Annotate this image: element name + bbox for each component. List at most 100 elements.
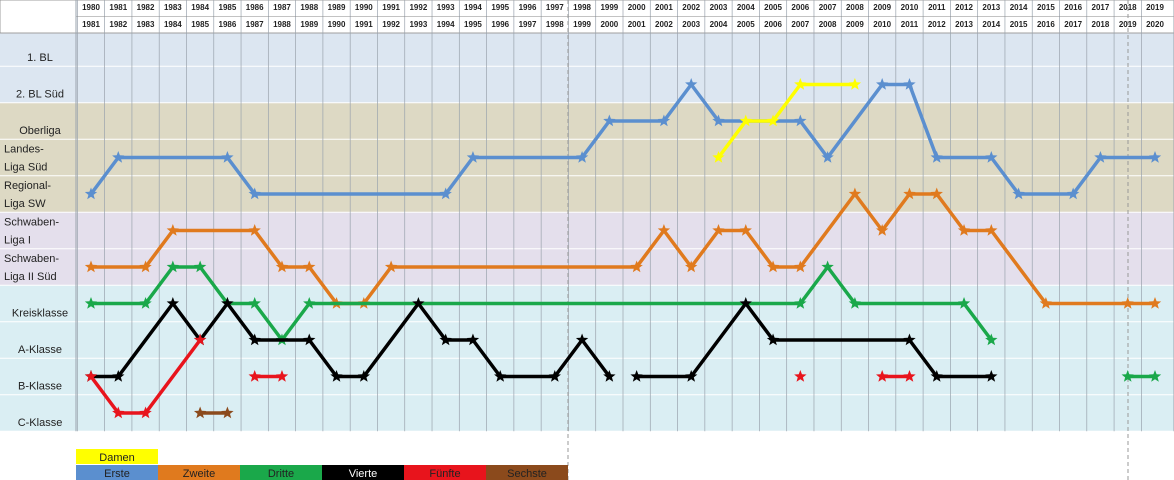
- series-marker: [876, 78, 889, 90]
- series-marker: [494, 370, 507, 382]
- series-marker: [985, 224, 998, 236]
- y-category-label: Liga I: [4, 234, 31, 246]
- y-category-label: Oberliga: [19, 125, 61, 137]
- x-tick-label: 2017: [1092, 3, 1110, 12]
- y-category-label: A-Klasse: [18, 344, 62, 356]
- series-marker: [84, 260, 98, 273]
- series-marker: [903, 333, 916, 346]
- series-marker: [193, 333, 207, 346]
- series-marker: [848, 187, 862, 200]
- series-marker: [193, 406, 207, 419]
- series-marker: [930, 370, 943, 382]
- series-marker: [630, 260, 643, 273]
- series-marker: [685, 370, 698, 382]
- series-marker: [794, 78, 807, 90]
- x-tick-label-end: 2018: [1092, 20, 1110, 29]
- series-marker: [794, 297, 807, 309]
- y-category-label: Liga II Süd: [4, 271, 57, 283]
- series-marker: [1121, 370, 1134, 382]
- x-tick-label: 2006: [791, 3, 809, 12]
- y-category-label: 2. BL Süd: [16, 88, 64, 100]
- series-marker: [112, 406, 125, 419]
- series-marker: [739, 297, 752, 309]
- x-tick-label-end: 2008: [819, 20, 837, 29]
- legend-label: Zweite: [183, 468, 215, 480]
- x-tick-label: 1981: [109, 3, 127, 12]
- series-marker: [248, 187, 261, 200]
- series-marker: [930, 151, 943, 163]
- series-marker: [821, 151, 834, 163]
- series-marker: [139, 297, 152, 309]
- series-marker: [248, 370, 261, 382]
- series-marker: [221, 406, 234, 419]
- series-marker: [412, 297, 425, 309]
- x-tick-label: 1999: [600, 3, 618, 12]
- series-marker: [603, 114, 616, 127]
- series-line: [89, 338, 202, 415]
- legend-swatch: [76, 465, 158, 480]
- x-tick-label-end: 1989: [300, 20, 318, 29]
- x-tick-label: 2005: [764, 3, 782, 12]
- x-tick-label-end: 2014: [982, 20, 1000, 29]
- x-tick-label: 2011: [928, 3, 946, 12]
- series-marker: [766, 114, 780, 127]
- legend-label: Sechste: [507, 468, 547, 480]
- legend-swatch: [486, 465, 568, 480]
- legend-label: Dritte: [268, 468, 294, 480]
- x-tick-label-end: 1992: [382, 20, 400, 29]
- x-tick-label-end: 1985: [191, 20, 209, 29]
- y-category-label: Regional-: [4, 180, 51, 192]
- series-marker: [630, 370, 643, 382]
- x-tick-label: 1980: [82, 3, 100, 12]
- x-tick-label-end: 1990: [328, 20, 346, 29]
- y-category-label: Kreisklasse: [12, 307, 68, 319]
- series-marker: [1094, 151, 1107, 163]
- series-marker: [985, 151, 998, 163]
- series-marker: [248, 297, 261, 309]
- series-marker: [112, 370, 125, 382]
- x-tick-label: 1991: [382, 3, 400, 12]
- x-tick-label-end: 1998: [546, 20, 564, 29]
- x-tick-label-end: 2016: [1037, 20, 1055, 29]
- series-marker: [685, 260, 698, 273]
- x-tick-label: 1983: [164, 3, 182, 12]
- series-marker: [712, 151, 725, 163]
- legend-label: Fünfte: [429, 468, 460, 480]
- series-marker: [193, 260, 207, 273]
- y-category-label: B-Klasse: [18, 380, 62, 392]
- x-tick-label-end: 2017: [1064, 20, 1082, 29]
- series-marker: [657, 224, 671, 236]
- series-marker: [712, 114, 725, 127]
- series-marker: [166, 297, 180, 309]
- x-tick-label: 2007: [819, 3, 837, 12]
- x-tick-label: 2013: [982, 3, 1000, 12]
- series-marker: [84, 370, 98, 382]
- legend-label: Erste: [104, 468, 130, 480]
- series-marker: [985, 333, 998, 346]
- legend-swatch: [76, 449, 158, 464]
- series-marker: [548, 370, 561, 382]
- x-tick-label: 1982: [137, 3, 155, 12]
- x-tick-label-end: 1982: [109, 20, 127, 29]
- series-marker: [112, 151, 125, 163]
- series-marker: [357, 370, 370, 382]
- series-marker: [575, 151, 589, 163]
- series-marker: [466, 333, 480, 346]
- series-marker: [330, 370, 343, 382]
- series-marker: [303, 297, 316, 309]
- series-marker: [248, 224, 261, 236]
- y-category-label: C-Klasse: [18, 417, 63, 429]
- x-tick-label: 2008: [846, 3, 864, 12]
- series-marker: [84, 297, 98, 309]
- x-tick-label-end: 2020: [1146, 20, 1164, 29]
- x-tick-label-end: 2003: [682, 20, 700, 29]
- row-band: [0, 394, 1174, 432]
- series-marker: [957, 297, 971, 309]
- series-marker: [439, 187, 452, 200]
- series-marker: [876, 370, 889, 382]
- series-marker: [1148, 370, 1162, 382]
- series-line: [91, 301, 611, 379]
- x-tick-label: 1986: [246, 3, 264, 12]
- series-marker: [1012, 187, 1025, 200]
